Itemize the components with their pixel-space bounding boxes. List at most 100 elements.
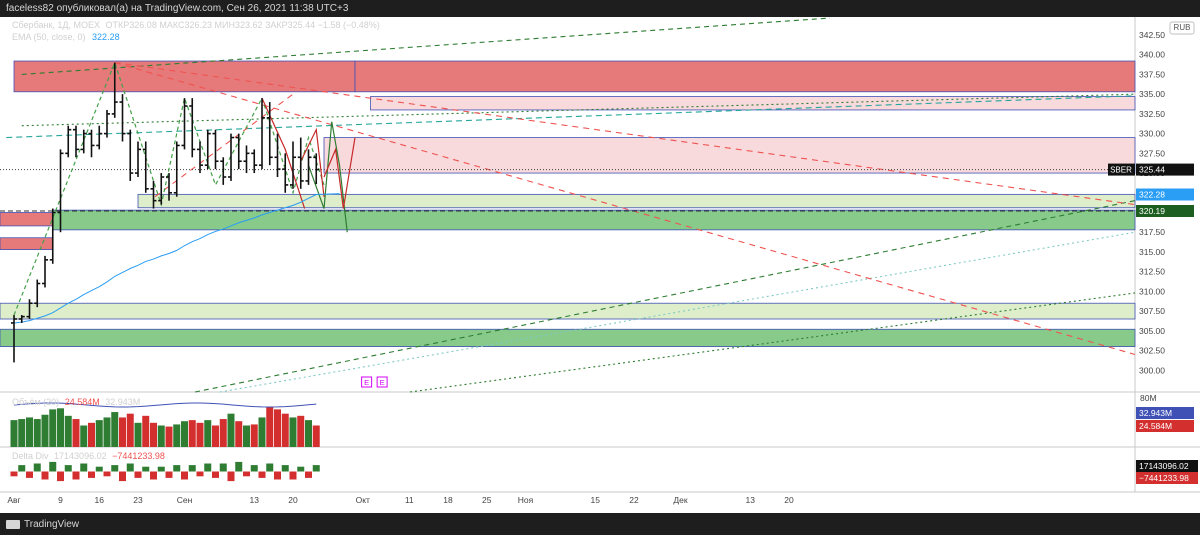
candle-32 [259, 98, 265, 170]
candle-21 [173, 141, 180, 197]
delta-bar-28 [227, 471, 235, 482]
delta-bar-38 [305, 471, 312, 478]
candle-36 [290, 141, 296, 189]
candle-3 [34, 279, 41, 308]
volume-badge-text: 24.584M [1139, 421, 1172, 431]
publish-header: faceless82 опубликовал(а) на TradingView… [0, 0, 1200, 17]
candle-37 [297, 137, 304, 189]
price-tick-label: 330.00 [1139, 129, 1165, 139]
volume-bar-23 [188, 420, 196, 447]
time-tick-label: Дек [673, 495, 687, 505]
price-tick-label: 310.00 [1139, 286, 1165, 296]
delta-bar-2 [26, 471, 33, 478]
candle-11 [96, 125, 103, 150]
publish-line: faceless82 опубликовал(а) на TradingView… [6, 3, 349, 14]
time-tick-label: Ноя [518, 495, 534, 505]
candle-5 [49, 208, 56, 264]
delta-bar-33 [266, 463, 274, 472]
delta-pane [0, 447, 1135, 492]
price-tick-label: 327.50 [1139, 148, 1165, 158]
price-tick-label: 307.50 [1139, 306, 1165, 316]
volume-bar-29 [235, 421, 243, 447]
volume-bar-25 [204, 420, 212, 447]
candle-26 [212, 129, 219, 170]
volume-bar-9 [80, 425, 88, 447]
zone-3 [323, 137, 1136, 174]
resistance-trend [114, 62, 1136, 206]
time-axis [0, 492, 1200, 513]
ema-label: EMA (50, close, 0) [12, 32, 86, 42]
volume-bar-6 [57, 408, 64, 447]
zone-4 [137, 193, 1136, 209]
volume-bar-4 [41, 414, 49, 447]
delta-legend: Delta Div 17143096.02 −7441233.98 [12, 451, 165, 461]
candle-24 [197, 141, 203, 174]
volume-bar-2 [26, 417, 33, 447]
candle-2 [26, 299, 33, 319]
time-tick-label: Авг [7, 495, 20, 505]
time-tick-label: 9 [58, 495, 63, 505]
volume-bar-18 [150, 422, 157, 447]
volume-bar-17 [142, 415, 150, 447]
last-price-badge-text: 325.44 [1139, 165, 1165, 175]
down-trend-lower [114, 62, 1136, 356]
volume-bar-28 [227, 413, 235, 447]
volume-bar-34 [274, 409, 281, 447]
volume-bar-22 [181, 421, 188, 447]
volume-bar-11 [95, 420, 103, 447]
price-tick-label: 300.00 [1139, 365, 1165, 375]
candle-23 [189, 98, 196, 158]
candle-20 [166, 173, 172, 201]
zone-8 [0, 302, 1136, 320]
time-tick-label: 16 [95, 495, 105, 505]
time-tick-label: 23 [133, 495, 143, 505]
candle-35 [282, 153, 289, 193]
price-tick-label: 342.50 [1139, 30, 1165, 40]
price-tick-label: 332.50 [1139, 109, 1165, 119]
delta-bar-17 [142, 466, 150, 472]
candle-0 [11, 315, 17, 363]
long-support-trend [194, 200, 1136, 393]
delta-bar-23 [188, 465, 196, 472]
currency-label: RUB [1174, 23, 1191, 32]
delta-bar-25 [204, 463, 212, 472]
candle-25 [204, 129, 211, 170]
delta-bar-14 [119, 471, 126, 482]
volume-bar-37 [297, 415, 305, 447]
volume-bar-1 [18, 419, 26, 447]
candle-8 [73, 125, 79, 158]
volume-bar-7 [64, 415, 72, 447]
candle-17 [142, 141, 149, 193]
candle-34 [274, 133, 281, 177]
delta-bar-13 [111, 465, 119, 472]
delta-title: Delta Div [12, 451, 49, 461]
zone-5 [0, 212, 54, 227]
candle-30 [243, 145, 250, 174]
zone-1 [354, 60, 1136, 93]
delta-bar-18 [150, 471, 157, 480]
zone-7 [52, 209, 1136, 231]
time-tick-label: 20 [784, 495, 794, 505]
candle-19 [158, 173, 165, 205]
currency-badge [1169, 21, 1195, 35]
delta-bar-26 [212, 471, 219, 478]
volume-bar-27 [219, 419, 227, 447]
delta-bar-5 [49, 461, 57, 472]
volume-bar-26 [212, 425, 219, 447]
volume-ma-line [13, 402, 317, 408]
volume-bar-16 [134, 422, 142, 447]
volume-bar-38 [305, 420, 312, 447]
delta-bar-30 [243, 471, 250, 477]
volume-legend: Объём (20) 24.584M 32.943M [12, 397, 140, 407]
delta-bar-27 [219, 463, 227, 472]
candle-10 [88, 129, 95, 158]
uptrend-channel-top [21, 17, 831, 75]
candle-9 [80, 129, 87, 154]
delta-bar-16 [134, 471, 142, 478]
delta-badge-2-text: −7441233.98 [1139, 473, 1189, 483]
delta-bar-21 [173, 465, 181, 472]
delta-bar-35 [281, 465, 289, 472]
volume-bar-10 [88, 422, 95, 447]
